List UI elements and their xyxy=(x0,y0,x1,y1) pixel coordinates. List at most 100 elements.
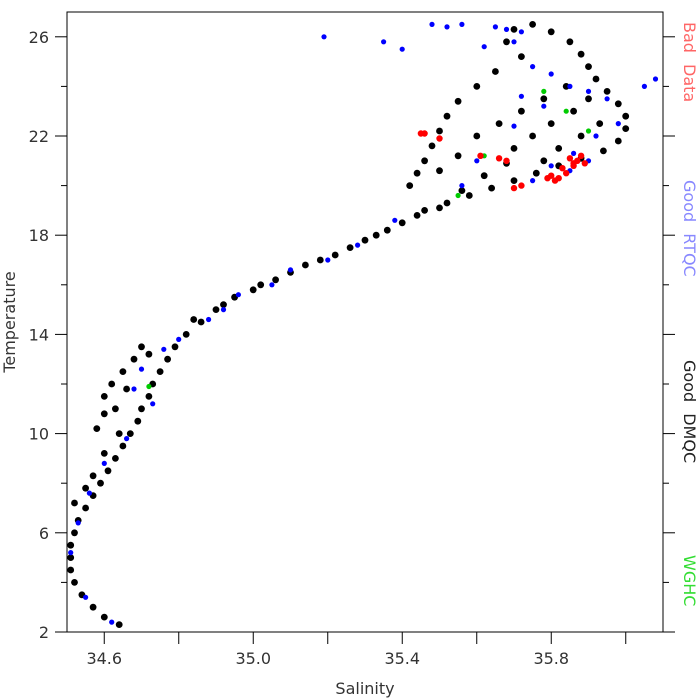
data-point xyxy=(220,307,227,313)
legend-entry: Good RTQC xyxy=(680,180,699,277)
data-point xyxy=(82,484,89,492)
data-point xyxy=(287,267,294,273)
data-point xyxy=(563,170,570,177)
data-point xyxy=(197,318,205,326)
data-point xyxy=(592,75,600,83)
data-point xyxy=(83,594,89,600)
data-point xyxy=(570,160,577,167)
data-point xyxy=(67,541,75,549)
data-point xyxy=(212,306,220,313)
data-point xyxy=(146,383,152,390)
data-point xyxy=(138,343,145,351)
data-point xyxy=(492,24,498,30)
data-point xyxy=(126,430,134,437)
data-point xyxy=(413,212,421,219)
y-tick-label: 22 xyxy=(29,127,49,146)
data-point xyxy=(510,26,518,33)
data-point xyxy=(406,182,414,190)
data-point xyxy=(89,603,97,611)
data-point xyxy=(622,125,630,132)
data-point xyxy=(112,405,119,413)
data-point xyxy=(444,24,450,30)
data-point xyxy=(75,520,81,526)
data-point xyxy=(71,579,78,586)
data-point xyxy=(161,346,167,352)
data-point xyxy=(112,455,119,462)
data-point xyxy=(503,157,510,164)
data-point xyxy=(585,128,592,134)
data-point xyxy=(603,88,611,95)
data-point xyxy=(481,44,487,50)
data-point xyxy=(495,155,503,162)
data-point xyxy=(100,450,108,457)
legend: Bad Data Good RTQC Good DMQC WGHC xyxy=(680,22,699,606)
data-point xyxy=(541,103,547,109)
data-point xyxy=(530,178,536,184)
y-tick-label: 18 xyxy=(29,226,49,245)
data-point xyxy=(302,261,309,269)
data-point xyxy=(480,172,488,180)
data-point xyxy=(150,401,156,407)
data-point xyxy=(421,157,428,165)
data-point xyxy=(555,145,563,152)
data-point xyxy=(503,38,510,46)
data-point xyxy=(124,436,130,442)
data-point xyxy=(443,199,451,207)
data-point xyxy=(82,504,89,512)
data-point xyxy=(577,50,585,58)
data-point xyxy=(577,152,585,159)
data-point xyxy=(540,95,548,103)
data-point xyxy=(544,175,551,182)
data-point xyxy=(459,21,465,27)
data-point xyxy=(465,192,473,199)
data-point xyxy=(108,380,116,388)
data-point xyxy=(596,120,604,127)
data-point xyxy=(529,21,536,28)
data-point xyxy=(577,132,585,140)
data-point xyxy=(206,316,212,323)
plot-area xyxy=(66,11,664,633)
x-axis-label: Salinity xyxy=(335,679,394,698)
data-point xyxy=(249,286,257,294)
data-point xyxy=(383,226,391,234)
data-point xyxy=(325,257,331,263)
data-point xyxy=(518,93,525,99)
legend-entry: Bad Data xyxy=(680,22,699,102)
data-point xyxy=(548,163,554,169)
data-point xyxy=(134,417,142,425)
data-point xyxy=(563,108,569,114)
data-point xyxy=(518,182,525,189)
data-point xyxy=(104,467,112,475)
data-point xyxy=(547,120,555,127)
data-point xyxy=(510,184,518,192)
data-point xyxy=(131,386,137,392)
data-point xyxy=(541,88,547,94)
y-tick-label: 6 xyxy=(39,524,49,543)
data-point xyxy=(67,566,75,574)
data-point xyxy=(585,95,592,103)
data-point xyxy=(417,130,425,137)
data-point xyxy=(511,123,517,129)
data-point xyxy=(109,619,115,625)
data-point xyxy=(585,88,592,94)
x-tick-label: 35.8 xyxy=(533,649,569,668)
data-point xyxy=(93,425,101,432)
data-point xyxy=(71,499,78,507)
data-point xyxy=(89,472,97,480)
data-point xyxy=(473,83,481,90)
data-point xyxy=(518,53,525,60)
data-point xyxy=(115,621,123,628)
data-point xyxy=(321,34,327,40)
data-point xyxy=(529,132,536,140)
data-point xyxy=(331,251,339,259)
data-point xyxy=(346,244,354,252)
data-point xyxy=(566,38,574,46)
data-point xyxy=(100,613,108,621)
y-axis-label: Temperature xyxy=(0,271,19,373)
data-point xyxy=(503,26,510,32)
data-point xyxy=(392,217,398,223)
x-tick-label: 35.0 xyxy=(235,649,271,668)
data-point xyxy=(119,442,127,450)
data-point xyxy=(443,112,451,120)
